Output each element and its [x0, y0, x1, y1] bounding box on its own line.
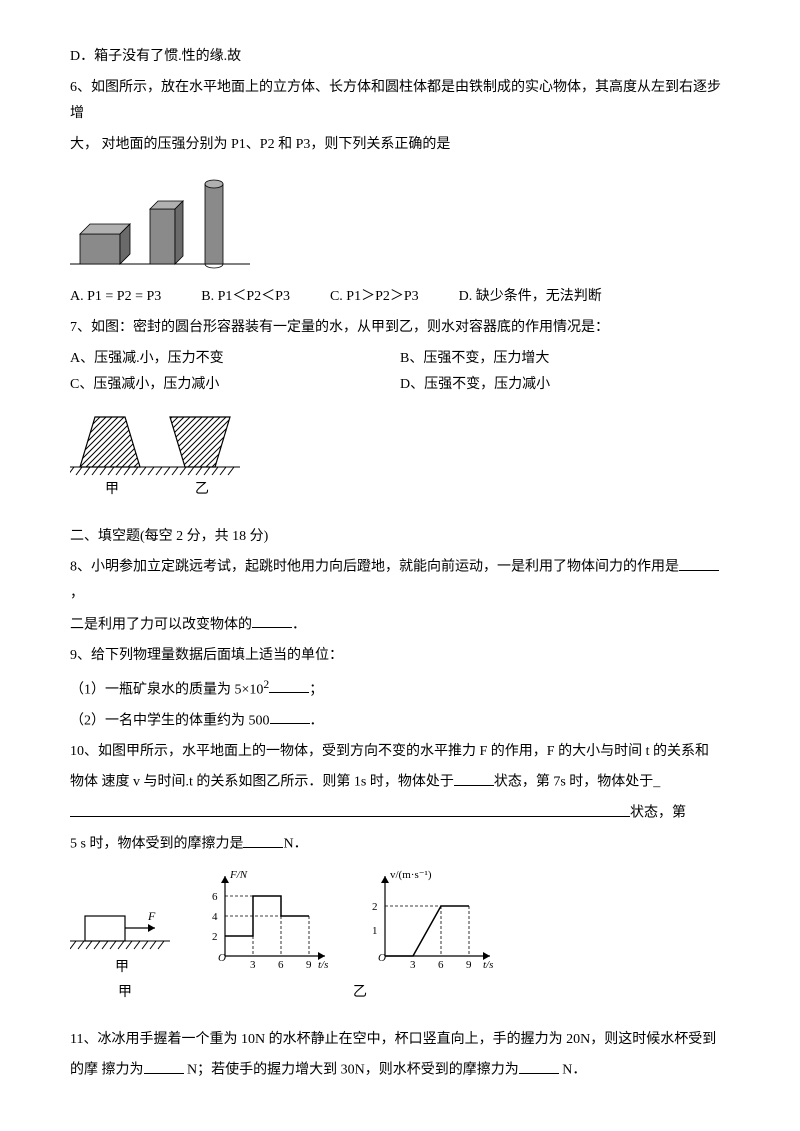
svg-text:甲: 甲 — [115, 960, 129, 975]
q11-l2c: N． — [559, 1063, 587, 1078]
svg-text:2: 2 — [212, 931, 218, 943]
q11-blank2 — [519, 1057, 559, 1073]
q8-text2: 二是利用了力可以改变物体的 — [70, 617, 252, 632]
q9-l2a: （2）一名中学生的体重约为 500 — [70, 713, 270, 728]
q10-label-jia: 甲 — [70, 980, 180, 1007]
q6-option-d: D. 缺少条件，无法判断 — [459, 284, 602, 311]
q6-option-a: A. P1 = P2 = P3 — [70, 284, 161, 311]
q6-option-b: B. P1＜P2＜P3 — [201, 284, 290, 311]
q7-option-a: A、压强减.小，压力不变 — [70, 346, 400, 373]
svg-text:2: 2 — [372, 901, 378, 913]
svg-text:F/N: F/N — [229, 869, 248, 881]
q9-l1b: ； — [309, 682, 323, 697]
q9-stem: 9、给下列物理量数据后面填上适当的单位： — [70, 643, 730, 670]
q8-text1: 8、小明参加立定跳远考试，起跳时他用力向后蹬地，就能向前运动，一是利用了物体间力… — [70, 560, 679, 575]
q6-stem-line1: 6、如图所示，放在水平地面上的立方体、长方体和圆柱体都是由铁制成的实心物体，其高… — [70, 75, 730, 128]
svg-text:t/s: t/s — [483, 959, 493, 971]
q10-blank-long — [70, 800, 630, 816]
q9-l2b: ． — [310, 713, 324, 728]
q7-options: A、压强减.小，压力不变 B、压强不变，压力增大 C、压强减小，压力减小 D、压… — [70, 346, 730, 399]
q10-blank1 — [454, 769, 494, 785]
q10-figure: F 甲 F/N t/s O 6 4 2 3 6 9 — [70, 866, 730, 976]
q10-blank2-tail: _ — [653, 775, 660, 790]
q10-line4: 5 s 时，物体受到的摩擦力是 N． — [70, 831, 730, 858]
q7-option-c: C、压强减小，压力减小 — [70, 372, 400, 399]
q11-l2a: 的摩 擦力为 — [70, 1063, 144, 1078]
q10-l4b: N． — [283, 837, 307, 852]
svg-text:t/s: t/s — [318, 959, 328, 971]
q10-blank3 — [243, 831, 283, 847]
q10-label-yi: 乙 — [260, 980, 460, 1007]
section2-title: 二、填空题(每空 2 分，共 18 分) — [70, 524, 730, 551]
svg-text:6: 6 — [212, 891, 218, 903]
q11-l2b: N；若使手的握力增大到 30N，则水杯受到的摩擦力为 — [184, 1063, 519, 1078]
q8-blank1 — [679, 554, 719, 570]
q11-line1: 11、冰冰用手握着一个重为 10N 的水杯静止在空中，杯口竖直向上，手的握力为 … — [70, 1027, 730, 1054]
q11-line2: 的摩 擦力为 N；若使手的握力增大到 30N，则水杯受到的摩擦力为 N． — [70, 1057, 730, 1084]
svg-text:v/(m·s⁻¹): v/(m·s⁻¹) — [390, 869, 432, 881]
q6-figure — [70, 164, 730, 274]
svg-text:1: 1 — [372, 925, 378, 937]
svg-text:3: 3 — [250, 959, 256, 971]
q9-line2: （2）一名中学生的体重约为 500 ． — [70, 708, 730, 735]
q6-stem-line2: 大， 对地面的压强分别为 P1、P2 和 P3，则下列关系正确的是 — [70, 132, 730, 159]
svg-text:9: 9 — [306, 959, 312, 971]
q10-l4a: 5 s 时，物体受到的摩擦力是 — [70, 837, 243, 852]
q10-fig-vt: v/(m·s⁻¹) t/s O 2 1 3 6 9 — [360, 866, 510, 976]
q10-fig-ft: F/N t/s O 6 4 2 3 6 9 — [200, 866, 340, 976]
svg-text:F: F — [147, 909, 156, 923]
q7-label-yi: 乙 — [195, 481, 209, 497]
q7-figure: 甲 乙 — [70, 405, 730, 500]
q6-option-c: C. P1＞P2＞P3 — [330, 284, 419, 311]
q9-line1: （1）一瓶矿泉水的质量为 5×102； — [70, 674, 730, 704]
q11-blank1 — [144, 1057, 184, 1073]
svg-text:O: O — [218, 952, 226, 964]
svg-text:3: 3 — [410, 959, 416, 971]
q9-blank1 — [269, 677, 309, 693]
q7-stem: 7、如图：密封的圆台形容器装有一定量的水，从甲到乙，则水对容器底的作用情况是： — [70, 315, 730, 342]
q7-label-jia: 甲 — [105, 482, 119, 497]
q9-blank2 — [270, 708, 310, 724]
q10-l2b: 状态，第 7s 时，物体处于 — [494, 775, 653, 790]
q8-blank2 — [252, 612, 292, 628]
q8-period: ． — [292, 617, 306, 632]
q10-line3: 状态，第 — [70, 800, 730, 827]
q9-l1a: （1）一瓶矿泉水的质量为 5×10 — [70, 682, 263, 697]
q10-l2a: 物体 速度 v 与时间.t 的关系如图乙所示．则第 1s 时，物体处于 — [70, 775, 454, 790]
svg-text:4: 4 — [212, 911, 218, 923]
q5-option-d: D．箱子没有了惯.性的缘.故 — [70, 44, 730, 71]
q8-line2: 二是利用了力可以改变物体的 ． — [70, 612, 730, 639]
q10-fig-jia: F 甲 — [70, 886, 180, 976]
svg-text:6: 6 — [438, 959, 444, 971]
q7-option-b: B、压强不变，压力增大 — [400, 346, 730, 373]
svg-text:9: 9 — [466, 959, 472, 971]
q7-option-d: D、压强不变，压力减小 — [400, 372, 730, 399]
q10-line1: 10、如图甲所示，水平地面上的一物体，受到方向不变的水平推力 F 的作用，F 的… — [70, 739, 730, 766]
q6-options: A. P1 = P2 = P3 B. P1＜P2＜P3 C. P1＞P2＞P3 … — [70, 284, 730, 311]
q10-l3tail: 状态，第 — [630, 806, 686, 821]
svg-text:O: O — [378, 952, 386, 964]
q8-line1: 8、小明参加立定跳远考试，起跳时他用力向后蹬地，就能向前运动，一是利用了物体间力… — [70, 554, 730, 608]
q8-comma: ， — [70, 586, 84, 601]
svg-text:6: 6 — [278, 959, 284, 971]
q10-fig-labels: 甲 乙 — [70, 980, 730, 1007]
q10-line2: 物体 速度 v 与时间.t 的关系如图乙所示．则第 1s 时，物体处于 状态，第 … — [70, 769, 730, 796]
